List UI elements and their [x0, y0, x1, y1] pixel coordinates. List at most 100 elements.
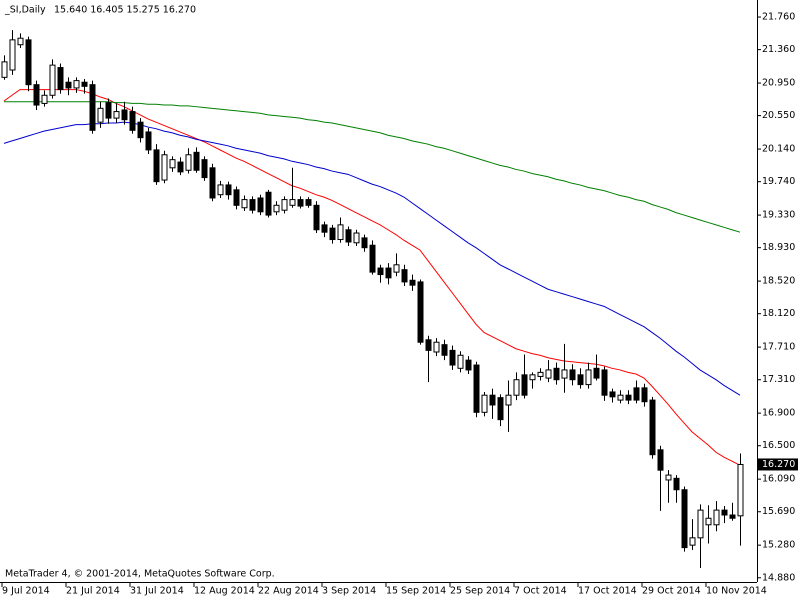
- candle-body: [33, 84, 40, 106]
- y-tick-label: 16.090: [762, 474, 795, 485]
- candle-body: [1, 61, 8, 78]
- x-tick-label: 22 Aug 2014: [258, 586, 319, 597]
- candle-body: [465, 359, 472, 371]
- candle-body: [617, 394, 624, 401]
- candle-body: [529, 374, 536, 381]
- candle-body: [393, 264, 400, 273]
- candle-body: [497, 397, 504, 421]
- y-tick-label: 18.930: [762, 242, 795, 253]
- y-tick-label: 17.310: [762, 374, 795, 385]
- candle-body: [665, 474, 672, 481]
- candle-body: [505, 394, 512, 406]
- x-tick-label: 15 Sep 2014: [386, 586, 446, 597]
- candle-body: [601, 369, 608, 396]
- candle-body: [273, 204, 280, 213]
- candle-body: [481, 394, 488, 413]
- candle-body: [25, 39, 32, 86]
- candle-body: [657, 449, 664, 471]
- y-tick-label: 20.140: [762, 144, 795, 155]
- x-tick-label: 10 Nov 2014: [706, 586, 767, 597]
- candle-body: [545, 369, 552, 379]
- candle-body: [625, 394, 632, 401]
- candle-body: [401, 269, 408, 283]
- y-tick-label: 21.360: [762, 44, 795, 55]
- y-tick-label: 14.880: [762, 572, 795, 583]
- candle-body: [313, 204, 320, 231]
- chart-title: _SI,Daily: [4, 5, 46, 16]
- candle-body: [417, 281, 424, 343]
- candle-body: [193, 151, 200, 171]
- candle-body: [649, 399, 656, 456]
- candle-body: [161, 154, 168, 181]
- candle-body: [17, 37, 24, 46]
- candle-body: [425, 339, 432, 351]
- candle-body: [321, 224, 328, 233]
- candle-body: [681, 489, 688, 549]
- candle-body: [641, 387, 648, 403]
- x-tick-label: 29 Oct 2014: [642, 586, 701, 597]
- candle-body: [433, 341, 440, 353]
- candle-body: [153, 149, 160, 183]
- candle-body: [137, 121, 144, 139]
- y-tick-label: 18.520: [762, 276, 795, 287]
- candle-body: [697, 509, 704, 539]
- candle-body: [441, 344, 448, 356]
- candle-body: [169, 159, 176, 169]
- y-tick-label: 20.950: [762, 78, 795, 89]
- candle-body: [737, 463, 744, 517]
- candle-body: [297, 199, 304, 207]
- header-values: 15.640 16.405 15.275 16.270: [54, 5, 196, 16]
- candle-body: [577, 374, 584, 386]
- x-tick-label: 9 Jul 2014: [2, 586, 50, 597]
- candle-body: [377, 267, 384, 276]
- y-tick-label: 19.330: [762, 210, 795, 221]
- candle-body: [593, 367, 600, 379]
- candle-body: [361, 237, 368, 249]
- x-tick-label: 7 Oct 2014: [514, 586, 567, 597]
- candle-body: [289, 199, 296, 206]
- candle-body: [265, 191, 272, 216]
- candle-body: [233, 189, 240, 206]
- candle-body: [353, 232, 360, 244]
- moving-average: [3, 121, 741, 396]
- candle-body: [457, 354, 464, 369]
- y-tick-label: 15.280: [762, 540, 795, 551]
- y-tick-label: 19.740: [762, 176, 795, 187]
- last-price-label: 16.270: [762, 459, 795, 470]
- candle-body: [489, 394, 496, 406]
- candle-body: [721, 509, 728, 516]
- candle-body: [473, 364, 480, 413]
- candle-body: [89, 84, 96, 131]
- x-tick-label: 12 Aug 2014: [194, 586, 255, 597]
- candle-body: [9, 39, 16, 71]
- candle-body: [689, 537, 696, 546]
- candle-body: [121, 109, 128, 121]
- x-tick-label: 21 Jul 2014: [66, 586, 120, 597]
- candle-body: [113, 111, 120, 119]
- candle-body: [225, 184, 232, 196]
- x-tick-label: 25 Sep 2014: [450, 586, 510, 597]
- candle-body: [65, 81, 72, 89]
- candle-body: [513, 379, 520, 396]
- y-tick-label: 16.500: [762, 440, 795, 451]
- candle-body: [145, 131, 152, 151]
- last-price-box: [758, 458, 798, 471]
- candle-body: [257, 197, 264, 213]
- y-tick-label: 18.120: [762, 308, 795, 319]
- candle-body: [97, 107, 104, 123]
- candle-body: [41, 94, 48, 104]
- candle-body: [449, 349, 456, 366]
- candle-body: [609, 391, 616, 398]
- candle-body: [337, 224, 344, 241]
- y-tick-label: 21.760: [762, 12, 795, 23]
- candle-body: [209, 167, 216, 199]
- candle-body: [201, 159, 208, 179]
- footer: MetaTrader 4, © 2001-2014, MetaQuotes So…: [5, 569, 275, 580]
- candle-body: [553, 367, 560, 381]
- y-tick-label: 16.900: [762, 408, 795, 419]
- y-tick-label: 15.690: [762, 506, 795, 517]
- candle-body: [561, 369, 568, 379]
- moving-average: [4, 101, 741, 233]
- candle-body: [729, 514, 736, 519]
- candle-body: [569, 369, 576, 381]
